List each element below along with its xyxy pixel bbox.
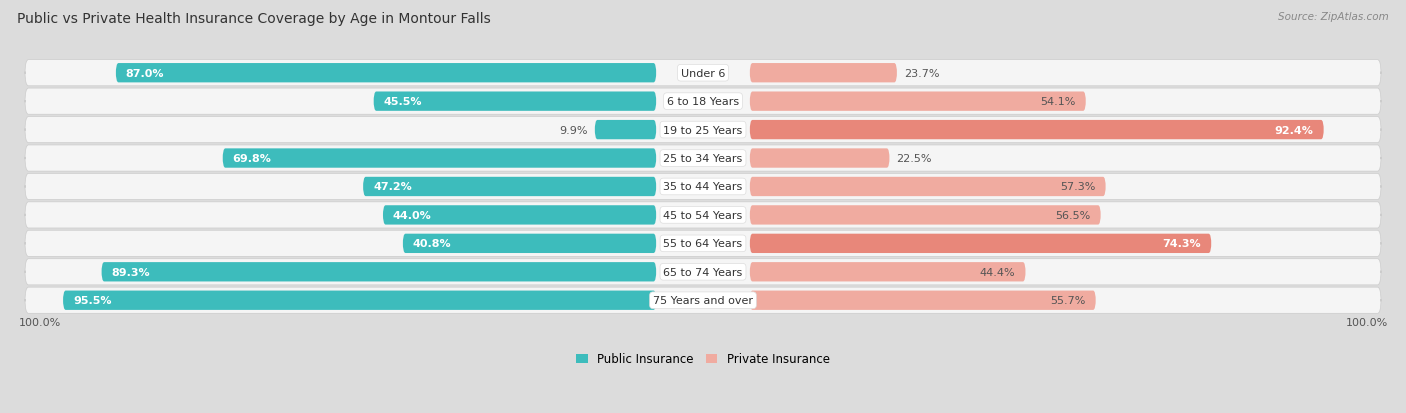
FancyBboxPatch shape bbox=[25, 174, 1381, 200]
FancyBboxPatch shape bbox=[749, 177, 1105, 197]
FancyBboxPatch shape bbox=[749, 92, 1085, 112]
FancyBboxPatch shape bbox=[222, 149, 657, 168]
Text: Under 6: Under 6 bbox=[681, 69, 725, 78]
Text: Source: ZipAtlas.com: Source: ZipAtlas.com bbox=[1278, 12, 1389, 22]
Text: 55 to 64 Years: 55 to 64 Years bbox=[664, 239, 742, 249]
Text: Public vs Private Health Insurance Coverage by Age in Montour Falls: Public vs Private Health Insurance Cover… bbox=[17, 12, 491, 26]
Text: 100.0%: 100.0% bbox=[18, 318, 60, 328]
Text: 69.8%: 69.8% bbox=[232, 154, 271, 164]
FancyBboxPatch shape bbox=[749, 263, 1025, 282]
Text: 23.7%: 23.7% bbox=[904, 69, 939, 78]
Text: 6 to 18 Years: 6 to 18 Years bbox=[666, 97, 740, 107]
Text: 95.5%: 95.5% bbox=[73, 296, 111, 306]
FancyBboxPatch shape bbox=[749, 121, 1324, 140]
Text: 57.3%: 57.3% bbox=[1060, 182, 1095, 192]
Text: 65 to 74 Years: 65 to 74 Years bbox=[664, 267, 742, 277]
Text: 74.3%: 74.3% bbox=[1163, 239, 1201, 249]
Text: 45.5%: 45.5% bbox=[384, 97, 422, 107]
Text: 22.5%: 22.5% bbox=[896, 154, 932, 164]
Text: 44.0%: 44.0% bbox=[392, 210, 432, 221]
FancyBboxPatch shape bbox=[749, 149, 890, 168]
FancyBboxPatch shape bbox=[402, 234, 657, 254]
FancyBboxPatch shape bbox=[25, 287, 1381, 313]
FancyBboxPatch shape bbox=[25, 117, 1381, 143]
Text: 45 to 54 Years: 45 to 54 Years bbox=[664, 210, 742, 221]
FancyBboxPatch shape bbox=[25, 146, 1381, 172]
FancyBboxPatch shape bbox=[25, 89, 1381, 115]
FancyBboxPatch shape bbox=[101, 263, 657, 282]
Text: 75 Years and over: 75 Years and over bbox=[652, 296, 754, 306]
Text: 92.4%: 92.4% bbox=[1275, 125, 1313, 135]
FancyBboxPatch shape bbox=[25, 259, 1381, 285]
Text: 47.2%: 47.2% bbox=[373, 182, 412, 192]
Text: 54.1%: 54.1% bbox=[1040, 97, 1076, 107]
FancyBboxPatch shape bbox=[749, 206, 1101, 225]
FancyBboxPatch shape bbox=[374, 92, 657, 112]
Text: 40.8%: 40.8% bbox=[413, 239, 451, 249]
Text: 55.7%: 55.7% bbox=[1050, 296, 1085, 306]
FancyBboxPatch shape bbox=[382, 206, 657, 225]
Text: 100.0%: 100.0% bbox=[1346, 318, 1388, 328]
Text: 35 to 44 Years: 35 to 44 Years bbox=[664, 182, 742, 192]
Text: 25 to 34 Years: 25 to 34 Years bbox=[664, 154, 742, 164]
Legend: Public Insurance, Private Insurance: Public Insurance, Private Insurance bbox=[571, 348, 835, 370]
FancyBboxPatch shape bbox=[25, 60, 1381, 87]
FancyBboxPatch shape bbox=[363, 177, 657, 197]
Text: 9.9%: 9.9% bbox=[560, 125, 588, 135]
FancyBboxPatch shape bbox=[25, 202, 1381, 228]
Text: 19 to 25 Years: 19 to 25 Years bbox=[664, 125, 742, 135]
FancyBboxPatch shape bbox=[749, 234, 1212, 254]
FancyBboxPatch shape bbox=[595, 121, 657, 140]
FancyBboxPatch shape bbox=[749, 291, 1095, 310]
Text: 87.0%: 87.0% bbox=[125, 69, 165, 78]
FancyBboxPatch shape bbox=[25, 231, 1381, 257]
FancyBboxPatch shape bbox=[115, 64, 657, 83]
FancyBboxPatch shape bbox=[63, 291, 657, 310]
Text: 56.5%: 56.5% bbox=[1056, 210, 1091, 221]
FancyBboxPatch shape bbox=[749, 64, 897, 83]
Text: 89.3%: 89.3% bbox=[111, 267, 150, 277]
Text: 44.4%: 44.4% bbox=[980, 267, 1015, 277]
